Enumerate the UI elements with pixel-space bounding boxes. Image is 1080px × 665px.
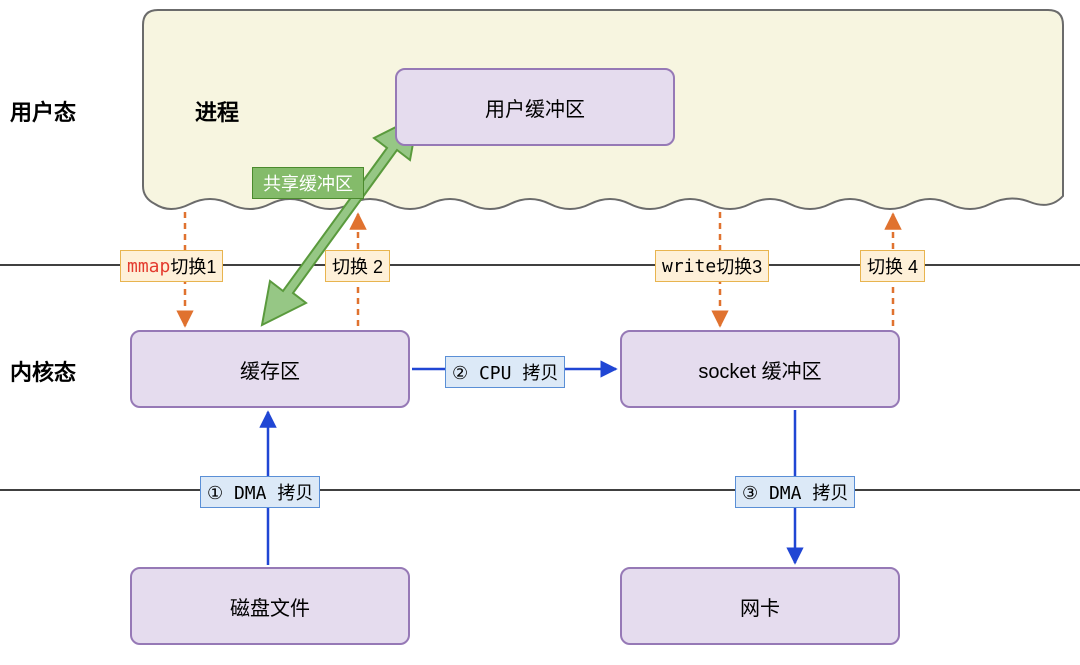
node-user-buffer: 用户缓冲区 [395, 68, 675, 146]
label-switch1-mmap: mmap [127, 256, 170, 277]
label-dma1: ① DMA 拷贝 [200, 476, 320, 508]
label-switch3: write 切换3 [655, 250, 769, 282]
node-socket-buffer-label: socket 缓冲区 [698, 355, 821, 384]
label-switch3-write: write [662, 256, 716, 277]
label-switch1: mmap 切换1 [120, 250, 223, 282]
node-nic-label: 网卡 [740, 592, 780, 621]
label-user-mode: 用户态 [10, 95, 76, 127]
label-kernel-mode: 内核态 [10, 355, 76, 387]
node-disk-file-label: 磁盘文件 [230, 592, 310, 621]
label-switch2: 切换 2 [325, 250, 390, 282]
label-shared-buffer-text: 共享缓冲区 [263, 170, 353, 196]
label-dma3-text: ③ DMA 拷贝 [742, 479, 848, 505]
label-shared-buffer: 共享缓冲区 [252, 167, 364, 199]
label-cpu-copy: ② CPU 拷贝 [445, 356, 565, 388]
label-switch4-text: 切换 4 [867, 253, 918, 279]
node-user-buffer-label: 用户缓冲区 [485, 93, 585, 122]
diagram-stage: 用户态 内核态 进程 用户缓冲区 缓存区 socket 缓冲区 磁盘文件 网卡 … [0, 0, 1080, 665]
label-process: 进程 [195, 95, 239, 127]
label-dma1-text: ① DMA 拷贝 [207, 479, 313, 505]
label-dma3: ③ DMA 拷贝 [735, 476, 855, 508]
node-cache-label: 缓存区 [240, 355, 300, 384]
node-disk-file: 磁盘文件 [130, 567, 410, 645]
node-cache: 缓存区 [130, 330, 410, 408]
label-switch4: 切换 4 [860, 250, 925, 282]
label-switch2-text: 切换 2 [332, 253, 383, 279]
node-socket-buffer: socket 缓冲区 [620, 330, 900, 408]
node-nic: 网卡 [620, 567, 900, 645]
label-switch1-text: 切换1 [170, 253, 216, 279]
label-switch3-text: 切换3 [716, 253, 762, 279]
label-cpu-copy-text: ② CPU 拷贝 [452, 359, 558, 385]
